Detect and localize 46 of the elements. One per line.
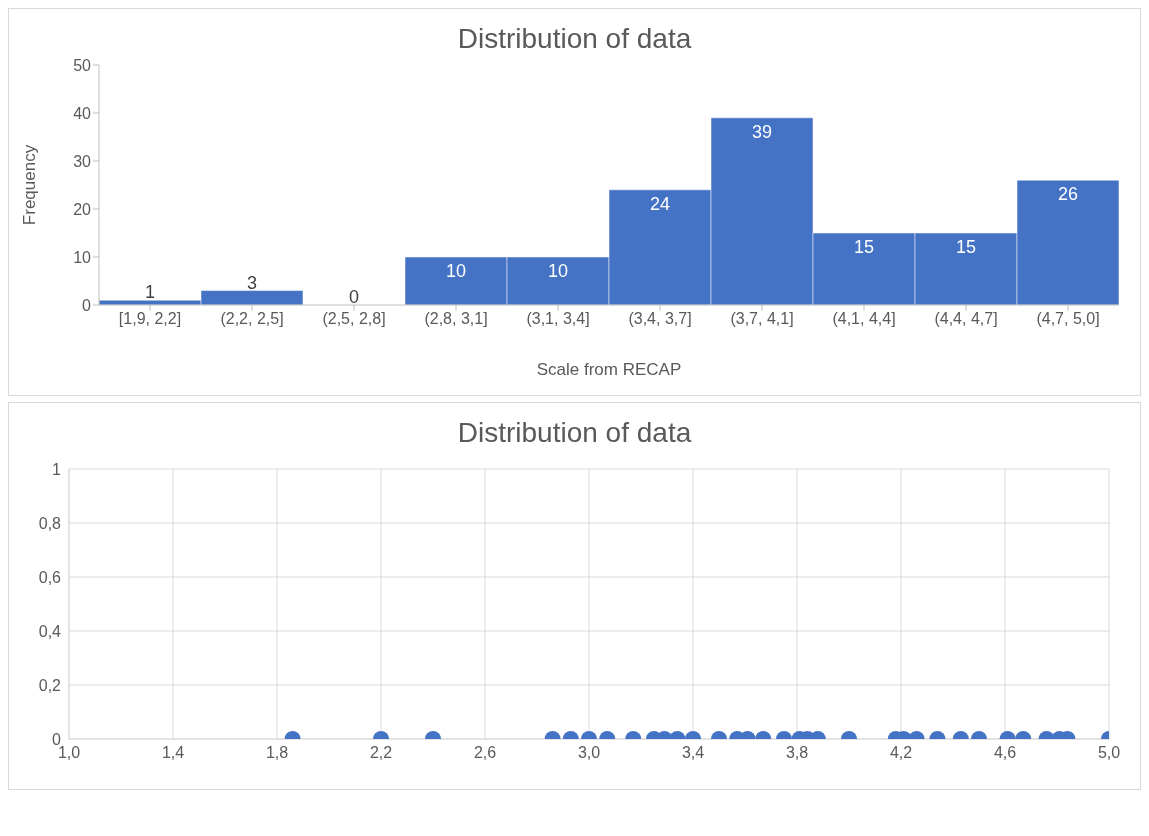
- data-label: 10: [547, 261, 569, 281]
- y-tick-label: 1: [52, 460, 62, 478]
- y-tick-label: 40: [73, 104, 92, 122]
- y-tick-label: 0,8: [38, 514, 62, 532]
- data-label: 0: [348, 287, 360, 307]
- chart-title: Distribution of data: [456, 416, 693, 449]
- x-tick-label: (4,4, 4,7]: [934, 310, 998, 328]
- data-label: 39: [751, 121, 773, 142]
- x-tick-label: (3,7, 4,1]: [730, 310, 794, 328]
- data-label: 24: [649, 193, 671, 214]
- x-tick-label: (2,5, 2,8]: [322, 310, 386, 328]
- x-tick-label: (3,4, 3,7]: [628, 310, 692, 328]
- x-tick-label: (2,2, 2,5]: [220, 310, 284, 328]
- data-label: 26: [1057, 184, 1079, 205]
- x-tick-label: (3,1, 3,4]: [526, 310, 590, 328]
- data-label: 10: [445, 261, 467, 281]
- data-label: 15: [955, 237, 977, 257]
- x-tick-label: 5,0: [1097, 744, 1121, 762]
- y-tick-label: 50: [73, 56, 92, 74]
- x-tick-label: 1,4: [161, 744, 185, 762]
- y-tick-label: 0,2: [38, 676, 62, 694]
- data-label: 15: [853, 237, 875, 257]
- y-tick-label: 0,6: [38, 568, 62, 586]
- x-tick-label: (4,1, 4,4]: [832, 310, 896, 328]
- x-tick-label: 2,6: [473, 744, 497, 762]
- y-tick-label: 20: [73, 200, 92, 218]
- y-tick-label: 0,4: [38, 622, 62, 640]
- y-axis-title: Frequency: [20, 144, 40, 226]
- x-tick-label: 2,2: [369, 744, 393, 762]
- y-tick-label: 30: [73, 152, 92, 170]
- x-tick-label: 3,4: [681, 744, 705, 762]
- x-tick-label: 4,2: [889, 744, 913, 762]
- x-axis-title: Scale from RECAP: [536, 360, 682, 379]
- y-tick-label: 0: [82, 296, 92, 314]
- x-tick-label: (2,8, 3,1]: [424, 310, 488, 328]
- x-tick-label: (4,7, 5,0]: [1036, 310, 1100, 328]
- chart-title: Distribution of data: [456, 22, 693, 55]
- x-tick-label: 4,6: [993, 744, 1017, 762]
- x-tick-label: 3,0: [577, 744, 601, 762]
- x-tick-label: 3,8: [785, 744, 809, 762]
- y-tick-label: 10: [73, 248, 92, 266]
- x-tick-label: [1,9, 2,2]: [118, 310, 182, 328]
- x-tick-label: 1,0: [57, 744, 81, 762]
- data-label: 1: [144, 282, 156, 303]
- data-label: 3: [246, 272, 258, 293]
- x-tick-label: 1,8: [265, 744, 289, 762]
